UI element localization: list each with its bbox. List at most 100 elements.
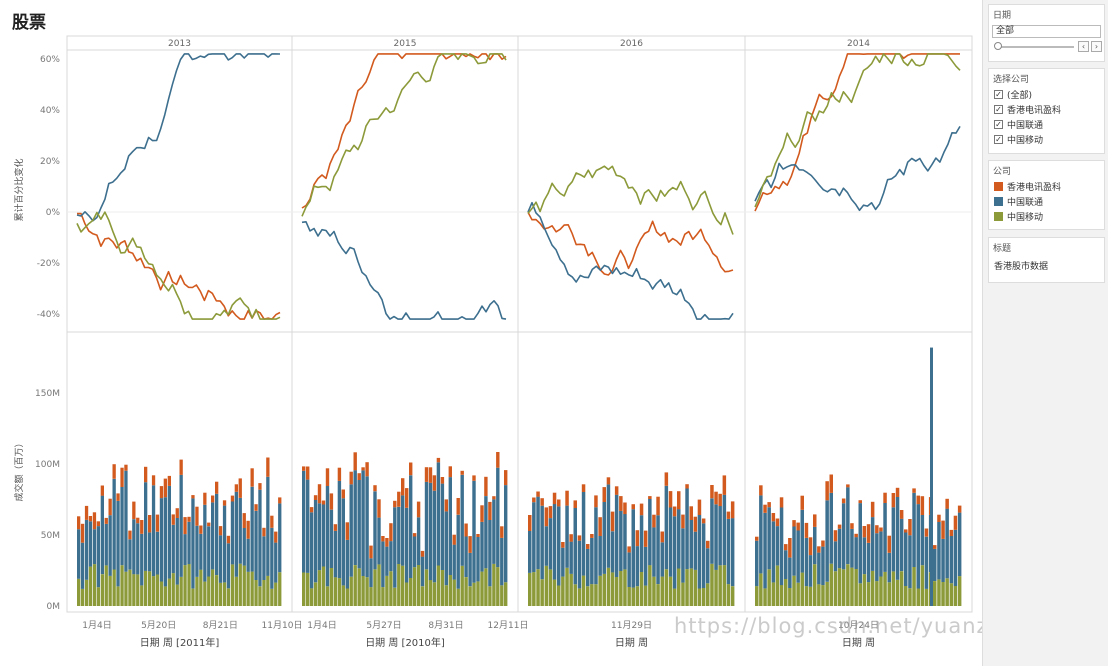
volume-bar-blue [270, 527, 274, 589]
volume-bar-orange [369, 545, 373, 559]
volume-bar-olive [405, 582, 409, 606]
date-dropdown[interactable]: 全部 [992, 25, 1101, 38]
facet-title: 2014 [847, 39, 870, 49]
volume-bar-blue [148, 532, 152, 572]
volume-bar-orange [887, 535, 891, 553]
x-tick-label: 8月31日 [428, 620, 463, 631]
volume-bar-orange [763, 504, 767, 513]
volume-bar-orange [586, 544, 590, 549]
volume-bar-orange [924, 528, 929, 537]
volume-bar-olive [833, 571, 838, 606]
volume-bar-blue [639, 515, 644, 572]
facet-title: 2013 [168, 39, 191, 49]
volume-bar-blue [242, 528, 246, 566]
company-option-mobile[interactable]: ✓ 中国移动 [989, 132, 1104, 147]
volume-bar-olive [128, 569, 132, 606]
volume-bar-blue [116, 500, 120, 587]
y-tick-label: 0% [46, 208, 61, 218]
volume-bar-blue [136, 523, 140, 575]
volume-bar-orange [436, 457, 441, 463]
slider-thumb[interactable] [994, 42, 1002, 50]
checkbox[interactable]: ✓ [994, 135, 1003, 144]
volume-bar-blue [488, 520, 492, 587]
volume-bar-orange [858, 500, 862, 504]
y-tick-label: -40% [37, 310, 61, 320]
legend-item[interactable]: 香港电讯盈科 [989, 179, 1104, 194]
volume-bar-orange [361, 467, 365, 471]
volume-bar-orange [432, 475, 437, 491]
volume-bar-olive [767, 569, 771, 606]
volume-bar-olive [544, 565, 549, 606]
volume-bar-blue [581, 492, 586, 576]
volume-bar-olive [108, 575, 112, 606]
company-option-pccw[interactable]: ✓ 香港电讯盈科 [989, 102, 1104, 117]
volume-bar-olive [875, 581, 879, 606]
legend-item[interactable]: 中国移动 [989, 209, 1104, 224]
volume-bar-olive [136, 574, 140, 606]
legend-label: 中国联通 [1007, 198, 1044, 208]
volume-bar-orange [656, 496, 660, 516]
volume-bar-blue [569, 541, 573, 574]
volume-bar-blue [203, 504, 207, 582]
volume-bar-orange [203, 492, 207, 505]
checkbox[interactable]: ✓ [994, 90, 1003, 99]
volume-bar-olive [581, 575, 586, 606]
volume-bar-orange [488, 501, 492, 520]
volume-bar-blue [829, 492, 833, 564]
volume-bar-orange [821, 540, 825, 547]
volume-bar-olive [309, 588, 314, 606]
volume-bar-blue [341, 498, 345, 586]
volume-bar-blue [325, 486, 330, 587]
volume-bar-blue [706, 548, 710, 584]
volume-bar-olive [821, 585, 825, 606]
volume-bar-olive [891, 571, 896, 606]
volume-bar-blue [416, 517, 421, 565]
volume-bar-orange [718, 493, 722, 507]
volume-bar-orange [183, 517, 187, 535]
volume-bar-olive [448, 574, 452, 606]
legend-item[interactable]: 中国联通 [989, 194, 1104, 209]
next-button[interactable]: › [1091, 41, 1102, 52]
volume-bar-blue [953, 529, 958, 586]
volume-bar-blue [590, 537, 594, 585]
y-axis-title: 成交额（百万） [13, 438, 25, 501]
checkbox[interactable]: ✓ [994, 120, 1003, 129]
volume-bar-olive [532, 572, 536, 606]
volume-bar-orange [420, 550, 425, 557]
volume-bar-blue [108, 515, 112, 576]
volume-bar-blue [635, 546, 640, 587]
volume-bar-orange [808, 537, 813, 556]
volume-bar-blue [879, 531, 883, 577]
volume-bar-orange [767, 502, 771, 508]
volume-bar-blue [250, 486, 254, 572]
volume-bar-olive [401, 565, 405, 606]
volume-bar-blue [771, 521, 776, 583]
volume-bar-orange [144, 466, 148, 483]
volume-bar-olive [722, 565, 727, 606]
volume-bar-blue [627, 552, 631, 587]
volume-bar-blue [262, 536, 266, 580]
volume-bar-blue [452, 544, 456, 580]
volume-bar-blue [77, 529, 81, 579]
volume-bar-orange [668, 491, 673, 508]
company-option-unicom[interactable]: ✓ 中国联通 [989, 117, 1104, 132]
volume-bar-olive [238, 563, 242, 606]
volume-bar-blue [528, 531, 532, 573]
volume-bar-blue [606, 484, 611, 568]
volume-bar-orange [775, 518, 780, 527]
volume-bar-olive [561, 576, 565, 606]
x-tick-label: 12月11日 [488, 620, 529, 631]
company-option-all[interactable]: ✓ (全部) [989, 87, 1104, 102]
volume-bar-blue [357, 480, 361, 569]
volume-bar-olive [242, 565, 246, 606]
prev-button[interactable]: ‹ [1078, 41, 1089, 52]
volume-bar-blue [701, 523, 706, 588]
date-slider[interactable]: ‹ › [992, 40, 1102, 54]
volume-bar-olive [755, 586, 759, 606]
volume-bar-orange [484, 476, 488, 496]
checkbox[interactable]: ✓ [994, 105, 1003, 114]
volume-bar-blue [755, 540, 759, 587]
volume-bar-blue [140, 533, 144, 586]
volume-bar-orange [920, 496, 925, 515]
volume-bar-olive [779, 585, 784, 606]
